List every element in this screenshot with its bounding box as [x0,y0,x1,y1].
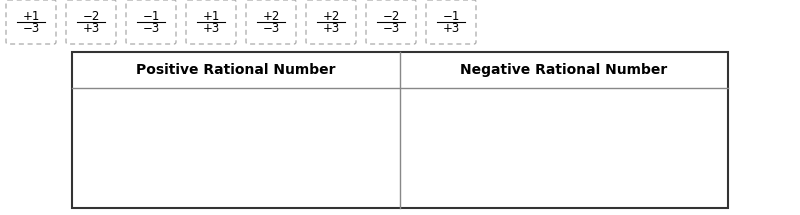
Text: +2: +2 [262,9,280,23]
FancyBboxPatch shape [66,0,116,44]
FancyBboxPatch shape [6,0,56,44]
Text: −3: −3 [142,23,160,35]
Text: +3: +3 [82,23,100,35]
FancyBboxPatch shape [366,0,416,44]
FancyBboxPatch shape [126,0,176,44]
Text: +1: +1 [22,9,40,23]
FancyBboxPatch shape [186,0,236,44]
Text: +3: +3 [442,23,460,35]
FancyBboxPatch shape [426,0,476,44]
Text: −2: −2 [82,9,100,23]
Text: −3: −3 [22,23,40,35]
Bar [72,52,728,208]
Text: +3: +3 [322,23,340,35]
Text: Negative Rational Number: Negative Rational Number [460,63,668,77]
FancyBboxPatch shape [306,0,356,44]
Text: −3: −3 [262,23,280,35]
Text: −2: −2 [382,9,400,23]
FancyBboxPatch shape [246,0,296,44]
Text: +1: +1 [202,9,220,23]
Text: −1: −1 [142,9,160,23]
Text: +2: +2 [322,9,340,23]
Text: −1: −1 [442,9,460,23]
Text: Positive Rational Number: Positive Rational Number [136,63,336,77]
Text: +3: +3 [202,23,220,35]
Text: −3: −3 [382,23,400,35]
